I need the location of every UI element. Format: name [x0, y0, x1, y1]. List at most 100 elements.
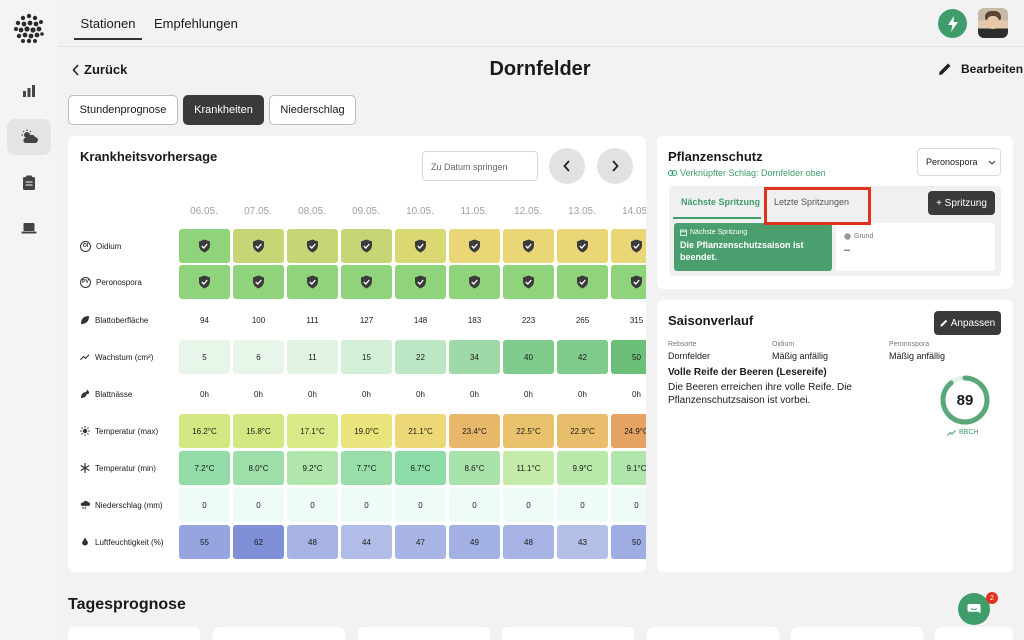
chat-icon: [967, 603, 981, 613]
tab-krankheiten[interactable]: Krankheiten: [183, 95, 264, 125]
date-label: 14.05.: [622, 206, 646, 217]
risk-cell: [449, 265, 500, 299]
value-cell: 48: [503, 525, 554, 559]
edit-button[interactable]: Bearbeiten: [938, 62, 1023, 76]
lightning-icon: [947, 15, 958, 32]
risk-cell: [557, 265, 608, 299]
plant-protection-title: Pflanzenschutz: [668, 149, 763, 164]
row-label-text: Luftfeuchtigkeit (%): [95, 537, 164, 547]
leaf-icon: [80, 315, 90, 325]
shield-check-icon: [198, 275, 211, 289]
peronospora-key: Peronospora: [889, 341, 930, 348]
value-cell: 24.9°C: [611, 414, 646, 448]
back-label: Zurück: [84, 62, 128, 77]
value-cell: 22.5°C: [503, 414, 554, 448]
shield-check-icon: [414, 239, 427, 253]
edit-label: Bearbeiten: [961, 62, 1024, 76]
notes-nav-button[interactable]: [7, 165, 51, 201]
daily-card: [358, 627, 490, 640]
daily-card: [647, 627, 779, 640]
tab-last-sprayings[interactable]: Letzte Spritzungen: [774, 197, 850, 207]
tab-stundenprognose[interactable]: Stundenprognose: [68, 95, 178, 125]
value-cell: 0: [395, 488, 446, 522]
risk-cell: [341, 229, 392, 263]
risk-cell: [341, 265, 392, 299]
value-cell: 8.6°C: [449, 451, 500, 485]
row-label-text: Blattnässe: [95, 389, 133, 399]
value-cell: 34: [449, 340, 500, 374]
value-cell: 315: [629, 315, 644, 325]
prev-button[interactable]: [549, 148, 585, 184]
risk-cell: [503, 229, 554, 263]
value-cell: 47: [395, 525, 446, 559]
top-bar: Stationen Empfehlungen: [58, 0, 1024, 46]
risk-cell: [233, 265, 284, 299]
value-cell: 55: [179, 525, 230, 559]
value-cell: 0: [179, 488, 230, 522]
disease-select[interactable]: Peronospora: [917, 148, 1001, 176]
value-cell: 148: [413, 315, 428, 325]
next-button[interactable]: [597, 148, 633, 184]
daily-forecast-title: Tagesprognose: [68, 596, 186, 613]
tab-stationen[interactable]: Stationen: [74, 16, 142, 40]
row-label: Blattnässe: [80, 377, 132, 411]
disease-forecast-card: Krankheitsvorhersage Zu Datum springen 0…: [68, 136, 646, 572]
value-cell: 0: [449, 488, 500, 522]
row-label-text: Wachstum (cm²): [95, 352, 154, 362]
row-label: Blattoberfläche: [80, 303, 148, 337]
weather-nav-button[interactable]: [7, 119, 51, 155]
row-label: Luftfeuchtigkeit (%): [80, 525, 163, 559]
shield-check-icon: [414, 275, 427, 289]
risk-cell: [611, 229, 646, 263]
bar-chart-icon: [23, 85, 35, 97]
logo[interactable]: [12, 12, 46, 46]
value-cell: 49: [449, 525, 500, 559]
risk-cell: [395, 265, 446, 299]
back-button[interactable]: Zurück: [72, 62, 127, 77]
avatar[interactable]: [978, 8, 1008, 38]
adjust-button[interactable]: Anpassen: [934, 311, 1001, 335]
shield-check-icon: [576, 275, 589, 289]
device-nav-button[interactable]: [7, 210, 51, 246]
chat-button[interactable]: [958, 593, 990, 625]
tab-next-spraying[interactable]: Nächste Spritzung: [681, 197, 761, 207]
value-cell: 94: [200, 315, 209, 325]
variety-key: Rebsorte: [668, 341, 697, 348]
value-cell: 0: [557, 488, 608, 522]
top-divider: [58, 46, 1024, 47]
row-label: PV Peronospora: [80, 265, 142, 299]
value-cell: 0h: [524, 389, 533, 399]
row-label-text: Peronospora: [96, 277, 142, 287]
tab-empfehlungen[interactable]: Empfehlungen: [154, 16, 238, 31]
date-jump-input[interactable]: Zu Datum springen: [422, 151, 538, 181]
add-spraying-button[interactable]: + Spritzung: [928, 191, 995, 215]
value-cell: 23.4°C: [449, 414, 500, 448]
value-cell: 50: [611, 340, 646, 374]
shield-check-icon: [306, 239, 319, 253]
row-label: Wachstum (cm²): [80, 340, 153, 374]
variety-value: Dornfelder: [668, 351, 711, 361]
row-label-text: Niederschlag (mm): [95, 500, 163, 510]
value-cell: 6: [233, 340, 284, 374]
linked-field-link[interactable]: Verknüpfter Schlag: Dornfelder oben: [668, 168, 826, 178]
value-cell: 0h: [632, 389, 641, 399]
tab-niederschlag[interactable]: Niederschlag: [269, 95, 356, 125]
drop-icon: [80, 537, 90, 547]
linked-field-label: Verknüpfter Schlag: Dornfelder oben: [680, 168, 826, 178]
value-cell: 48: [287, 525, 338, 559]
value-cell: 6.7°C: [395, 451, 446, 485]
next-spraying-message: Die Pflanzenschutzsaison ist beendet.: [680, 240, 804, 262]
value-cell: 7.2°C: [179, 451, 230, 485]
bbch-label-text: BBCH: [959, 429, 979, 436]
value-cell: 15.8°C: [233, 414, 284, 448]
value-cell: 0h: [200, 389, 209, 399]
value-cell: 0: [503, 488, 554, 522]
value-cell: 40: [503, 340, 554, 374]
stats-nav-button[interactable]: [7, 73, 51, 109]
energy-button[interactable]: [938, 9, 967, 38]
rain-icon: [80, 500, 90, 510]
risk-cell: [287, 229, 338, 263]
clipboard-icon: [23, 175, 35, 190]
shield-check-icon: [252, 239, 265, 253]
value-cell: 7.7°C: [341, 451, 392, 485]
